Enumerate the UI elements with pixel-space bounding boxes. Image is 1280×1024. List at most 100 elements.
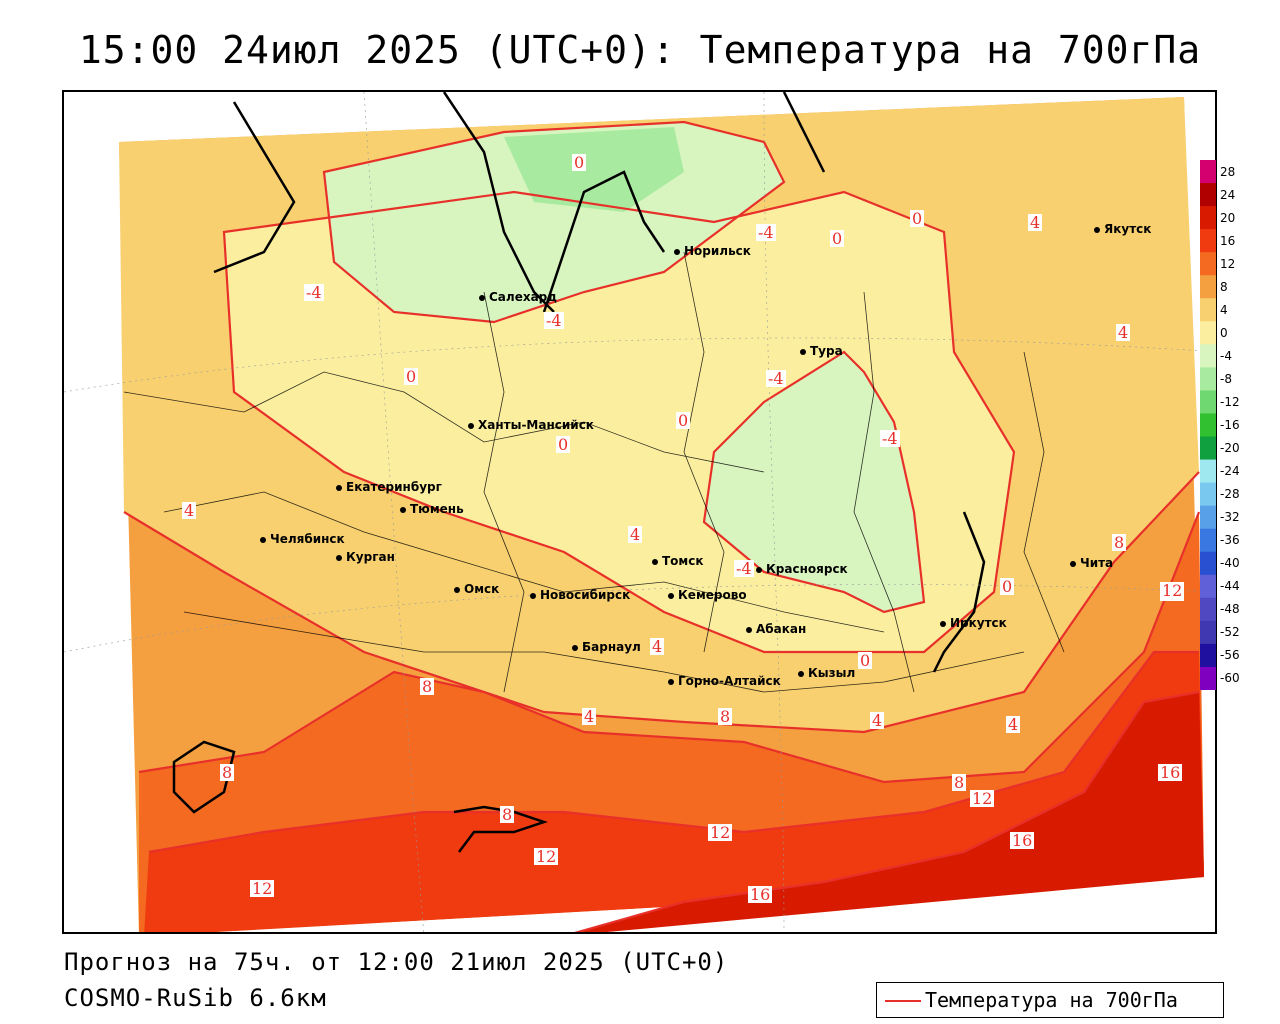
- city-chita: Чита: [1070, 556, 1113, 570]
- colorbar-tick-label: 28: [1220, 164, 1236, 179]
- isotherm-label: 0: [910, 209, 925, 228]
- colorbar: [1200, 160, 1216, 690]
- colorbar-swatch: [1200, 367, 1216, 391]
- colorbar-swatch: [1200, 390, 1216, 414]
- city-tomsk: Томск: [652, 554, 704, 568]
- isotherm-label: 16: [1158, 763, 1183, 782]
- zone-cool-center: [704, 352, 924, 612]
- colorbar-swatch: [1200, 413, 1216, 438]
- map-fill: [64, 92, 1215, 932]
- colorbar-tick-label: 20: [1220, 210, 1236, 225]
- isotherm-label: 0: [1000, 577, 1015, 596]
- colorbar-swatch: [1200, 528, 1216, 553]
- city-yekaterinburg: Екатеринбург: [336, 480, 442, 494]
- model-info: COSMO-RuSib 6.6км: [64, 984, 327, 1012]
- city-tura: Тура: [800, 344, 843, 358]
- city-salekhard: Салехард: [479, 290, 557, 304]
- colorbar-swatch: [1200, 551, 1216, 576]
- zone-cool-north-core: [504, 127, 684, 212]
- isotherm-label: 4: [628, 525, 643, 544]
- colorbar-tick-label: -36: [1220, 533, 1240, 548]
- isotherm-label: 4: [1116, 323, 1131, 342]
- isotherm-label: 0: [572, 153, 587, 172]
- colorbar-tick-label: 12: [1220, 256, 1236, 271]
- colorbar-tick-label: -12: [1220, 394, 1240, 409]
- colorbar-swatch: [1200, 574, 1216, 599]
- colorbar-swatch: [1200, 459, 1216, 484]
- city-krasnoyarsk: Красноярск: [756, 562, 848, 576]
- colorbar-tick-label: -8: [1220, 371, 1232, 386]
- colorbar-tick-label: -20: [1220, 441, 1240, 456]
- isotherm-label: 8: [420, 677, 435, 696]
- isotherm-label: 0: [676, 411, 691, 430]
- city-barnaul: Барнаул: [572, 640, 641, 654]
- colorbar-swatch: [1200, 298, 1216, 322]
- colorbar-swatch: [1200, 482, 1216, 507]
- city-irkutsk: Иркутск: [940, 616, 1007, 630]
- isotherm-label: 8: [220, 763, 235, 782]
- colorbar-labels: 28 24 20 16 12 8 4 0 -4 -8 -12 -16 -20 -24 -28 -32 -36 -4…: [1220, 160, 1280, 690]
- isotherm-label: 4: [1028, 213, 1043, 232]
- colorbar-swatch: [1200, 666, 1216, 690]
- colorbar-swatch: [1200, 183, 1216, 207]
- colorbar-tick-label: -24: [1220, 464, 1240, 479]
- colorbar-swatch: [1200, 229, 1216, 253]
- colorbar-tick-label: 24: [1220, 187, 1236, 202]
- isotherm-lines: [123, 120, 1201, 932]
- colorbar-tick-label: 8: [1220, 279, 1228, 294]
- colorbar-tick-label: -52: [1220, 625, 1240, 640]
- isotherm-label: 12: [708, 823, 733, 842]
- isotherm-label: 4: [870, 711, 885, 730]
- isotherm-label: 4: [182, 501, 197, 520]
- isotherm-label: 12: [250, 879, 275, 898]
- city-gorno-altaysk: Горно-Алтайск: [668, 674, 781, 688]
- colorbar-tick-label: 16: [1220, 233, 1236, 248]
- isotherm-label: 8: [500, 805, 515, 824]
- forecast-info: Прогноз на 75ч. от 12:00 21июл 2025 (UTC…: [64, 948, 729, 976]
- colorbar-swatch: [1200, 344, 1216, 368]
- colorbar-tick-label: -28: [1220, 487, 1240, 502]
- colorbar-swatch: [1200, 252, 1216, 276]
- colorbar-tick-label: -48: [1220, 602, 1240, 617]
- colorbar-swatch: [1200, 643, 1216, 668]
- city-kurgan: Курган: [336, 550, 395, 564]
- isotherm-label: 12: [970, 789, 995, 808]
- colorbar-tick-label: -60: [1220, 671, 1240, 686]
- colorbar-tick-label: -40: [1220, 556, 1240, 571]
- colorbar-swatch: [1200, 597, 1216, 622]
- isotherm-label: 4: [650, 637, 665, 656]
- city-norilsk: Норильск: [674, 244, 751, 258]
- isotherm-label: -4: [544, 311, 564, 330]
- isotherm-label: 4: [582, 707, 597, 726]
- colorbar-tick-label: -56: [1220, 648, 1240, 663]
- colorbar-tick-label: 0: [1220, 325, 1228, 340]
- coastlines: [172, 92, 986, 853]
- legend: Температура на 700гПа: [876, 982, 1224, 1018]
- isotherm-label: -4: [734, 559, 754, 578]
- isotherm-label: -4: [304, 283, 324, 302]
- city-yakutsk: Якутск: [1094, 222, 1151, 236]
- colorbar-tick-label: -16: [1220, 418, 1240, 432]
- isotherm-label: -4: [756, 223, 776, 242]
- city-abakan: Абакан: [746, 622, 806, 636]
- isotherm-label: 12: [534, 847, 559, 866]
- isotherm-label: 0: [858, 651, 873, 670]
- temperature-map: Якутск Норильск Салехард Тура Ханты-Манс…: [62, 90, 1217, 934]
- legend-line-swatch: [885, 1000, 921, 1002]
- city-khanty-mansiysk: Ханты-Мансийск: [468, 418, 594, 432]
- isotherm-label: 16: [748, 885, 773, 904]
- colorbar-swatch: [1200, 436, 1216, 461]
- colorbar-swatch: [1200, 206, 1216, 230]
- city-omsk: Омск: [454, 582, 499, 596]
- isotherm-label: 0: [830, 229, 845, 248]
- zone-warm-16: [578, 692, 1204, 932]
- city-novosibirsk: Новосибирск: [530, 588, 630, 602]
- region-borders: [123, 251, 1065, 693]
- colorbar-swatch: [1200, 505, 1216, 530]
- colorbar-swatch: [1200, 160, 1216, 184]
- colorbar-swatch: [1200, 620, 1216, 645]
- graticule: [64, 92, 1215, 932]
- isotherm-label: 0: [556, 435, 571, 454]
- map-title: 15:00 24июл 2025 (UTC+0): Температура на…: [78, 28, 1202, 72]
- isotherm-label: 4: [1006, 715, 1021, 734]
